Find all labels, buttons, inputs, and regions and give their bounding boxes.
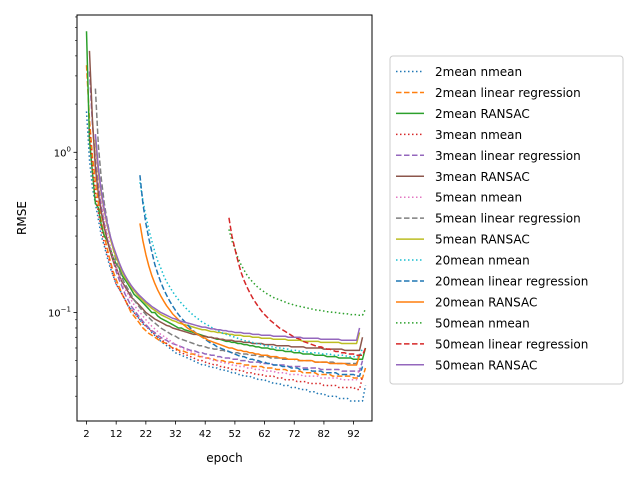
legend-label-20mean-linear-regression: 20mean linear regression [435,275,588,289]
legend-entries: 2mean nmean 2mean linear regression 2mean … [396,65,588,372]
legend-label-2mean-nmean: 2mean nmean [435,65,522,79]
x-tick-label: 22 [139,429,152,440]
series-line-5mean-ransac [94,139,361,345]
series-line-2mean-nmean [85,111,367,402]
series-line-20mean-ransac [139,223,361,366]
legend-label-20mean-ransac: 20mean RANSAC [435,295,537,309]
x-tick-label: 2 [83,429,89,440]
x-tick-label: 12 [110,429,123,440]
legend-label-2mean-linear-regression: 2mean linear regression [435,86,581,100]
x-axis: 2 12 22 32 42 52 62 72 82 92 [83,421,360,440]
legend-label-50mean-ransac: 50mean RANSAC [435,358,537,372]
series-line-3mean-linear-regression [88,71,364,372]
x-axis-label: epoch [206,451,243,465]
x-tick-label: 92 [347,429,360,440]
legend-label-5mean-ransac: 5mean RANSAC [435,233,530,247]
legend-label-2mean-ransac: 2mean RANSAC [435,107,530,121]
x-tick-label: 82 [318,429,331,440]
legend: 2mean nmean 2mean linear regression 2mean … [389,55,624,385]
x-tick-label: 62 [258,429,271,440]
x-tick-label: 72 [288,429,301,440]
legend-label-3mean-ransac: 3mean RANSAC [435,170,530,184]
series-line-20mean-linear-regression [139,175,364,377]
x-tick-label: 42 [199,429,212,440]
legend-label-3mean-nmean: 3mean nmean [435,128,522,142]
series-line-2mean-linear-regression [85,65,367,379]
plot-frame [76,14,373,422]
legend-label-3mean-linear-regression: 3mean linear regression [435,149,581,163]
y-tick-label: 10−1 [48,305,71,319]
y-axis-label: RMSE [15,201,29,235]
series-line-2mean-ransac [85,31,367,361]
legend-label-5mean-nmean: 5mean nmean [435,191,522,205]
legend-label-50mean-nmean: 50mean nmean [435,316,530,330]
series-line-3mean-nmean [88,128,364,391]
series-layer [85,31,367,402]
legend-label-5mean-linear-regression: 5mean linear regression [435,212,581,226]
series-line-50mean-ransac [94,133,361,342]
series-line-50mean-nmean [228,229,367,317]
legend-label-50mean-linear-regression: 50mean linear regression [435,337,588,351]
series-line-50mean-linear-regression [228,217,367,357]
x-tick-label: 32 [169,429,182,440]
x-tick-label: 52 [229,429,242,440]
y-tick-label: 100 [54,145,71,159]
y-axis: 10−1 100 [48,16,77,397]
legend-label-20mean-nmean: 20mean nmean [435,254,530,268]
legend-box [389,55,624,385]
